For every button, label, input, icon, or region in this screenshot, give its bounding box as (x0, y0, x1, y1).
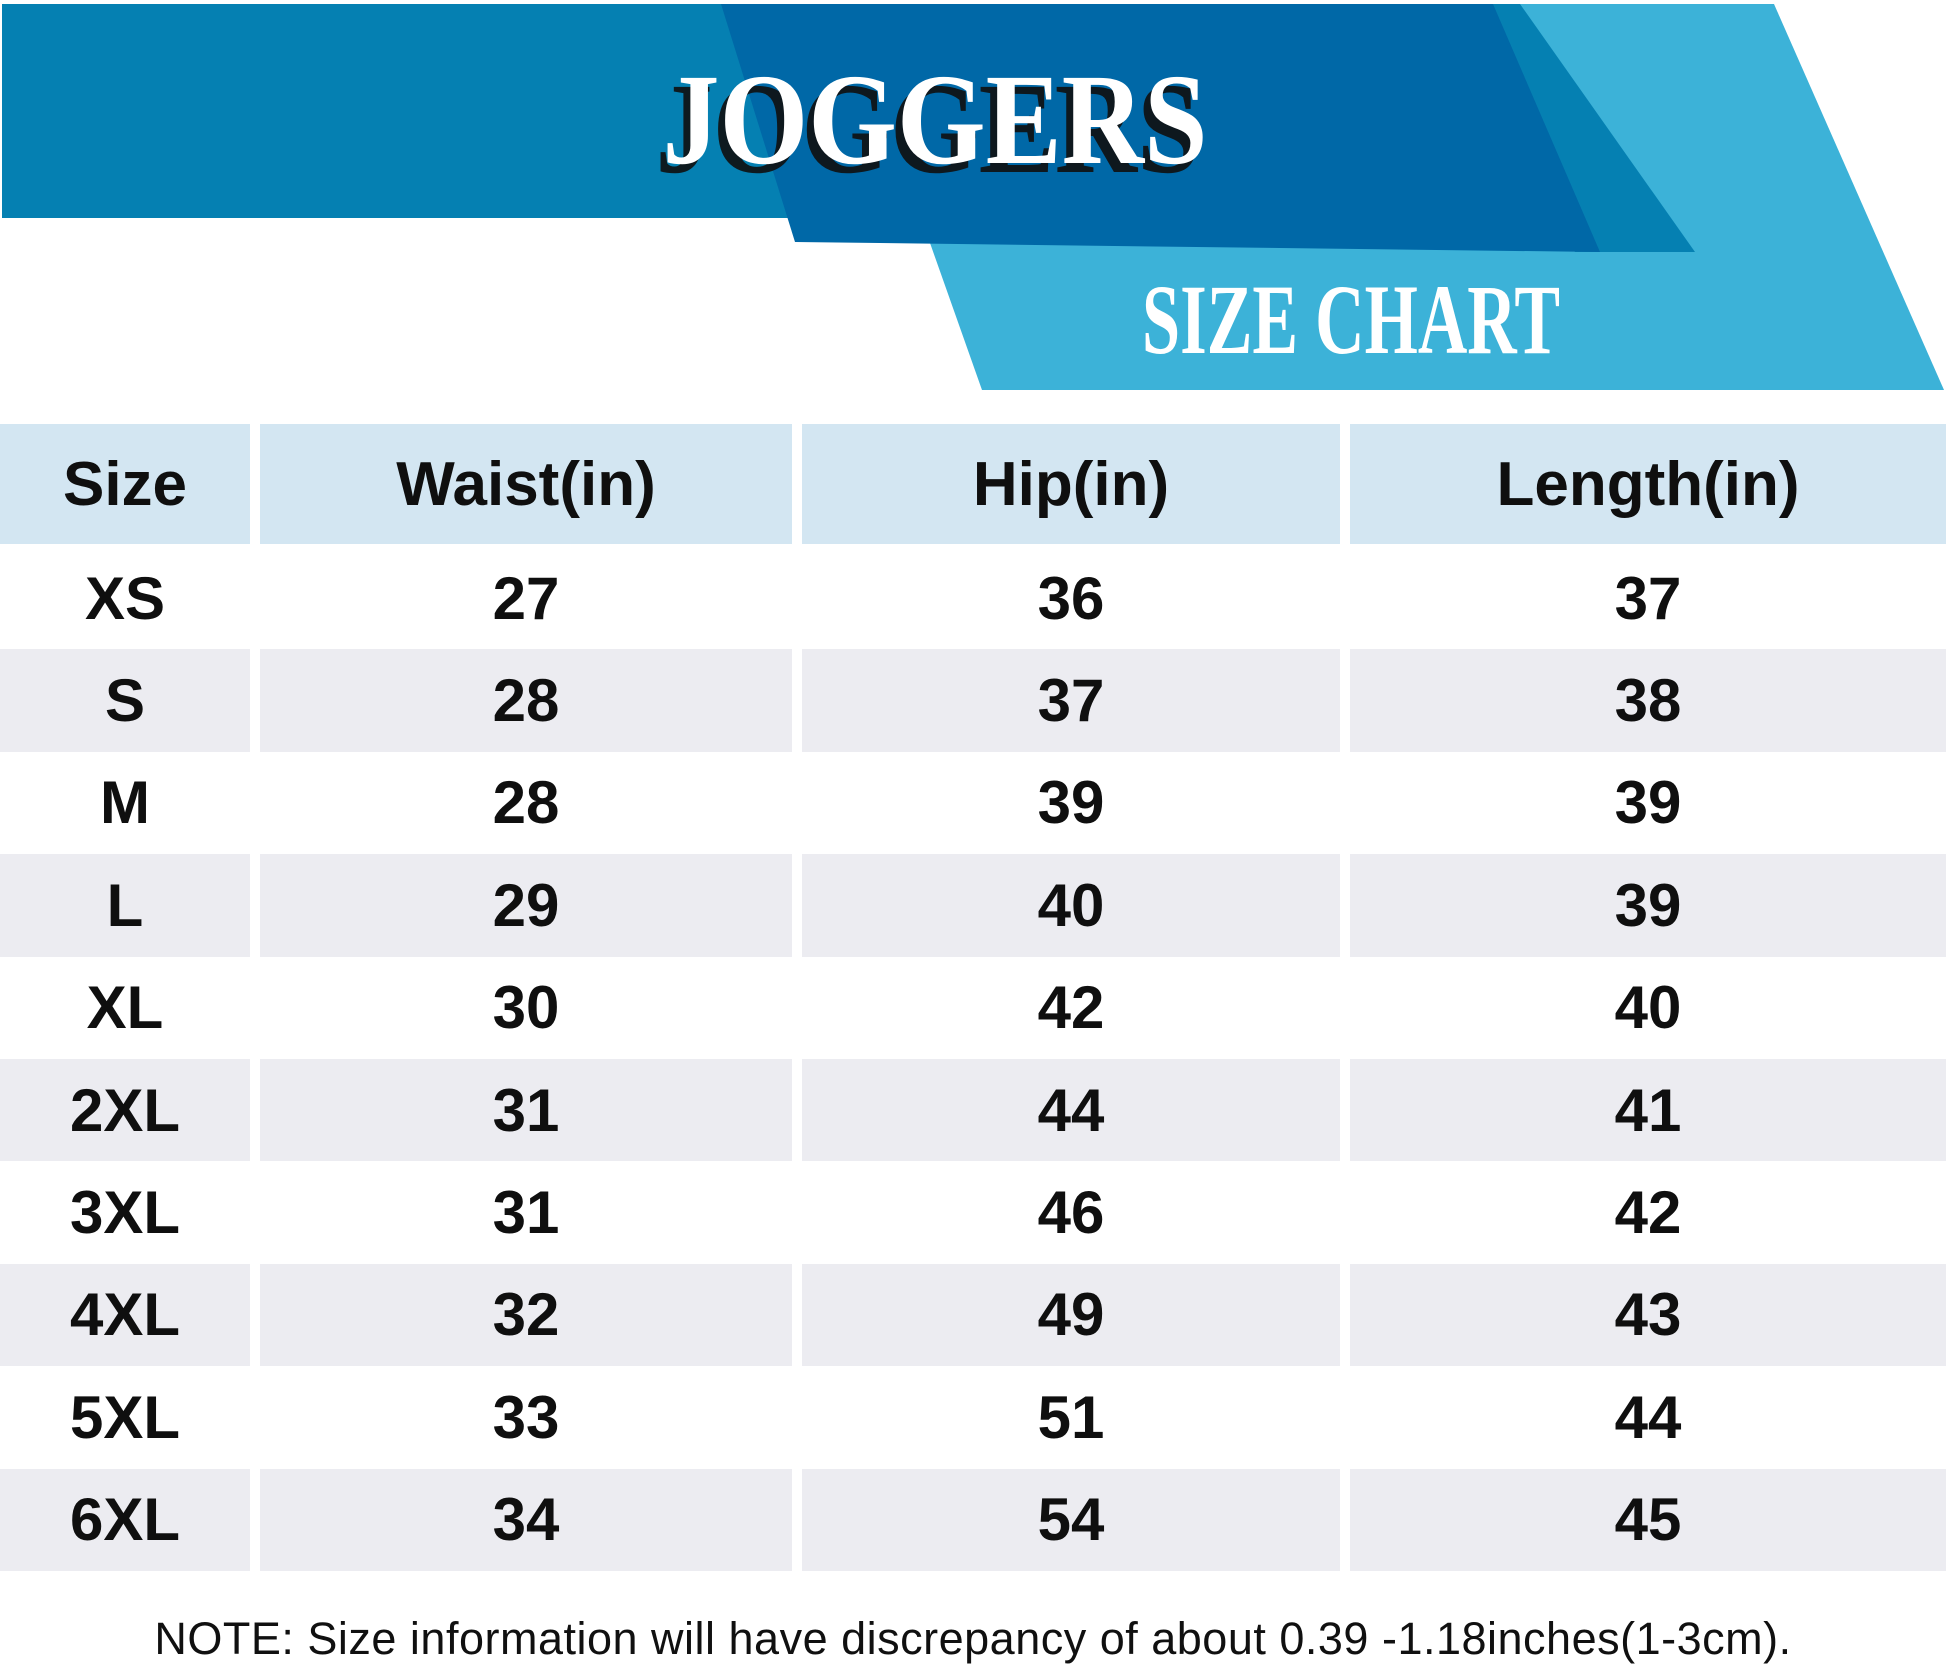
cell-waist: 28 (260, 751, 792, 855)
banner-dark-parallelogram (721, 4, 1600, 252)
cell-size: S (0, 649, 250, 752)
cell-hip: 51 (802, 1366, 1340, 1469)
cell-waist: 34 (260, 1468, 792, 1571)
cell-waist: 30 (260, 956, 792, 1059)
cell-length: 38 (1350, 649, 1946, 752)
cell-hip: 46 (802, 1161, 1340, 1264)
column-header-size: Size (0, 424, 250, 544)
cell-size: L (0, 854, 250, 957)
table-body: XS 27 36 37 S 28 37 38 M 28 39 39 L 29 40 39 XL 30 42 40 2XL… (0, 547, 1946, 1571)
size-table: Size Waist(in) Hip(in) Length(in) XS 27 36… (0, 424, 1946, 1571)
table-row: S 28 37 38 (0, 649, 1946, 752)
cell-size: M (0, 751, 250, 855)
table-row: L 29 40 39 (0, 854, 1946, 957)
cell-hip: 42 (802, 956, 1340, 1059)
cell-length: 37 (1350, 547, 1946, 650)
cell-hip: 54 (802, 1468, 1340, 1571)
cell-size: 3XL (0, 1161, 250, 1264)
cell-hip: 40 (802, 854, 1340, 957)
cell-length: 43 (1350, 1263, 1946, 1367)
table-row: 4XL 32 49 43 (0, 1263, 1946, 1367)
column-header-hip: Hip(in) (802, 424, 1340, 544)
cell-length: 41 (1350, 1058, 1946, 1162)
cell-waist: 32 (260, 1263, 792, 1367)
cell-length: 42 (1350, 1161, 1946, 1264)
table-header-row: Size Waist(in) Hip(in) Length(in) (0, 424, 1946, 544)
cell-waist: 33 (260, 1366, 792, 1469)
cell-waist: 31 (260, 1161, 792, 1264)
table-row: 6XL 34 54 45 (0, 1468, 1946, 1571)
table-row: 5XL 33 51 44 (0, 1366, 1946, 1469)
cell-length: 40 (1350, 956, 1946, 1059)
cell-length: 39 (1350, 751, 1946, 855)
cell-size: 4XL (0, 1263, 250, 1367)
cell-length: 45 (1350, 1468, 1946, 1571)
cell-hip: 49 (802, 1263, 1340, 1367)
cell-waist: 27 (260, 547, 792, 650)
cell-size: 5XL (0, 1366, 250, 1469)
cell-waist: 29 (260, 854, 792, 957)
banner-title: JOGGERS (663, 48, 1208, 192)
cell-size: 6XL (0, 1468, 250, 1571)
cell-hip: 44 (802, 1058, 1340, 1162)
cell-hip: 36 (802, 547, 1340, 650)
note-text: NOTE: Size information will have discrep… (154, 1612, 1792, 1664)
banner-subtitle: SIZE CHART (1142, 264, 1560, 375)
cell-hip: 39 (802, 751, 1340, 855)
table-row: 2XL 31 44 41 (0, 1058, 1946, 1162)
header-banner: JOGGERS JOGGERS SIZE CHART (2, 4, 1944, 390)
column-header-waist: Waist(in) (260, 424, 792, 544)
cell-waist: 31 (260, 1058, 792, 1162)
table-row: 3XL 31 46 42 (0, 1161, 1946, 1264)
banner-title-shadow: JOGGERS (656, 57, 1201, 201)
table-row: XL 30 42 40 (0, 956, 1946, 1059)
cell-waist: 28 (260, 649, 792, 752)
cell-size: XS (0, 547, 250, 650)
column-header-length: Length(in) (1350, 424, 1946, 544)
cell-size: 2XL (0, 1058, 250, 1162)
table-row: XS 27 36 37 (0, 547, 1946, 650)
cell-length: 44 (1350, 1366, 1946, 1469)
table-row: M 28 39 39 (0, 751, 1946, 855)
cell-length: 39 (1350, 854, 1946, 957)
cell-hip: 37 (802, 649, 1340, 752)
cell-size: XL (0, 956, 250, 1059)
